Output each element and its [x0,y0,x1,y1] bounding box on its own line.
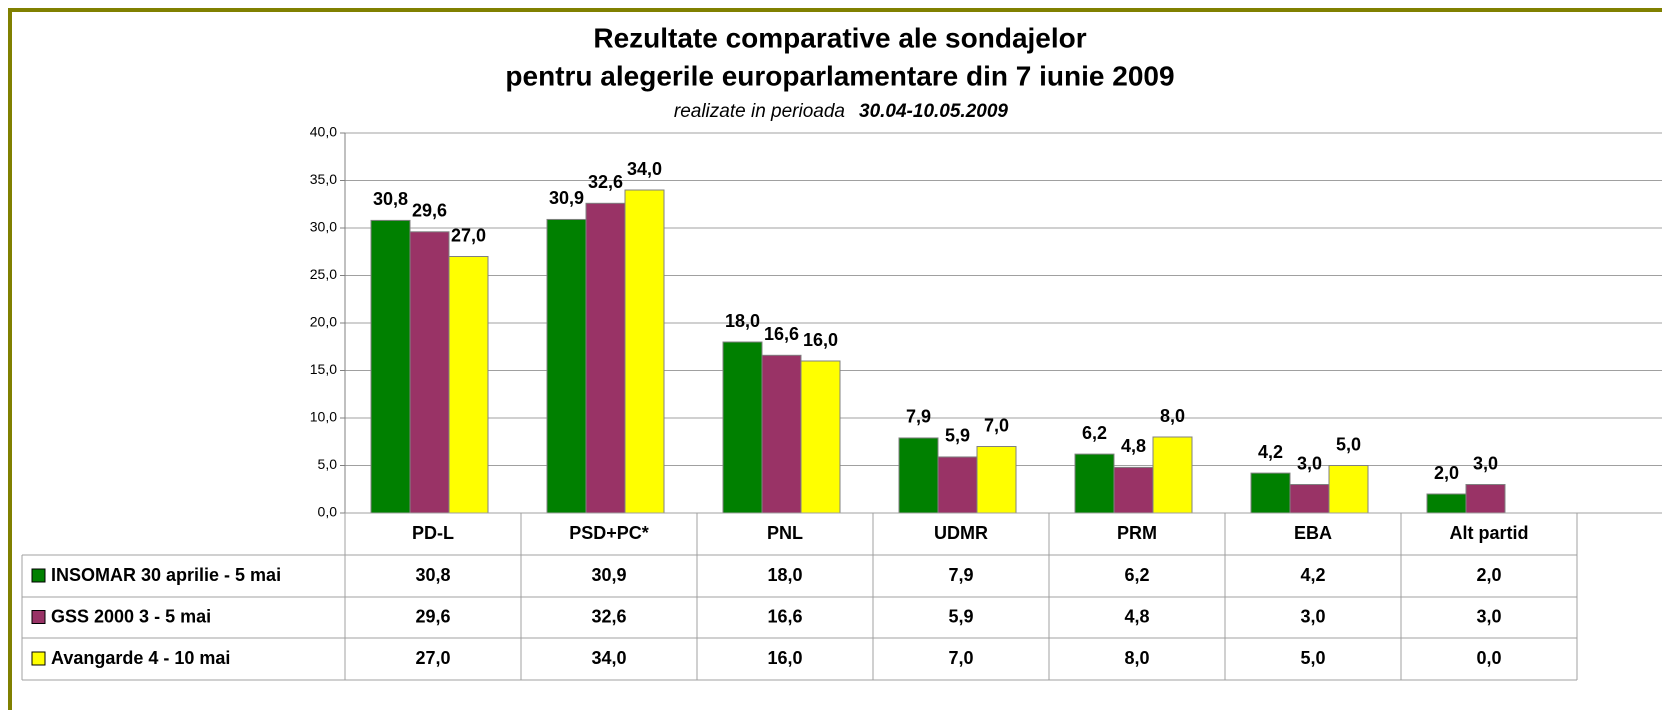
data-label: 30,8 [373,189,408,209]
table-cell: 16,6 [767,606,802,626]
data-label: 5,0 [1336,434,1361,454]
table-cell: 16,0 [767,648,802,668]
x-tick-label: PSD+PC* [569,523,649,543]
data-label: 5,9 [945,426,970,446]
data-label: 6,2 [1082,423,1107,443]
subtitle-date: 30.04-10.05.2009 [859,101,1008,122]
y-tick-label: 10,0 [310,409,337,425]
table-cell: 7,9 [948,565,973,585]
bar [1250,472,1291,514]
y-tick-label: 40,0 [310,124,337,140]
y-tick-label: 5,0 [318,456,338,472]
frame [8,8,1662,710]
x-tick-label: UDMR [934,523,988,543]
bar [1426,493,1467,514]
data-label: 30,9 [549,188,584,208]
bar [1074,453,1115,514]
data-label: 2,0 [1434,463,1459,483]
table-cell: 3,0 [1476,606,1501,626]
table-cell: 32,6 [591,606,626,626]
table-cell: 5,0 [1300,648,1325,668]
y-tick-label: 15,0 [310,361,337,377]
legend-label: GSS 2000 3 - 5 mai [51,606,211,626]
x-tick-label: PD-L [412,523,454,543]
bar [1113,466,1154,514]
table-cell: 27,0 [415,648,450,668]
data-label: 29,6 [412,201,447,221]
table-cell: 18,0 [767,565,802,585]
legend-label: Avangarde 4 - 10 mai [51,648,230,668]
table-cell: 34,0 [591,648,626,668]
bar [800,360,841,514]
y-tick-label: 0,0 [318,504,338,520]
bar [898,437,939,514]
bar [624,189,665,514]
data-label: 4,2 [1258,442,1283,462]
bar [448,256,489,514]
bar [409,231,450,514]
table-cell: 0,0 [1476,648,1501,668]
table-cell: 2,0 [1476,565,1501,585]
legend-swatch [31,610,46,624]
bar [1465,484,1506,514]
y-tick-label: 30,0 [310,219,337,235]
bar [1152,436,1193,514]
x-tick-label: PRM [1117,523,1157,543]
x-tick-label: PNL [767,523,803,543]
data-label: 27,0 [451,225,486,245]
data-label: 7,0 [984,415,1009,435]
data-label: 16,0 [803,330,838,350]
bar [761,354,802,514]
data-label: 8,0 [1160,406,1185,426]
bar [370,219,411,514]
bar [585,202,626,514]
legend-swatch [31,651,46,666]
table-cell: 8,0 [1124,648,1149,668]
table-cell: 29,6 [415,606,450,626]
y-tick-label: 35,0 [310,171,337,187]
data-label: 16,6 [764,324,799,344]
legend-label: INSOMAR 30 aprilie - 5 mai [51,565,281,585]
data-label: 32,6 [588,172,623,192]
table-cell: 7,0 [948,648,973,668]
data-label: 3,0 [1473,453,1498,473]
y-tick-label: 25,0 [310,266,337,282]
bar [546,218,587,514]
table-cell: 6,2 [1124,565,1149,585]
y-tick-label: 20,0 [310,314,337,330]
table-cell: 4,2 [1300,565,1325,585]
data-label: 3,0 [1297,453,1322,473]
table-cell: 5,9 [948,606,973,626]
bar [937,456,978,514]
bar [1328,465,1369,514]
table-cell: 3,0 [1300,606,1325,626]
table-cell: 30,8 [415,565,450,585]
bar [722,341,763,514]
data-label: 4,8 [1121,436,1146,456]
chart-title-line2: pentru alegerile europarlamentare din 7 … [505,60,1174,91]
data-label: 7,9 [906,407,931,427]
table-cell: 4,8 [1124,606,1149,626]
bar [1289,484,1330,514]
table-cell: 30,9 [591,565,626,585]
legend-swatch [31,568,46,583]
x-tick-label: Alt partid [1450,523,1529,543]
bar [976,446,1017,514]
x-tick-label: EBA [1294,523,1332,543]
chart-title: Rezultate comparative ale sondajelor [593,22,1086,53]
data-label: 18,0 [725,311,760,331]
data-label: 34,0 [627,159,662,179]
subtitle: realizate in perioada [674,101,845,122]
